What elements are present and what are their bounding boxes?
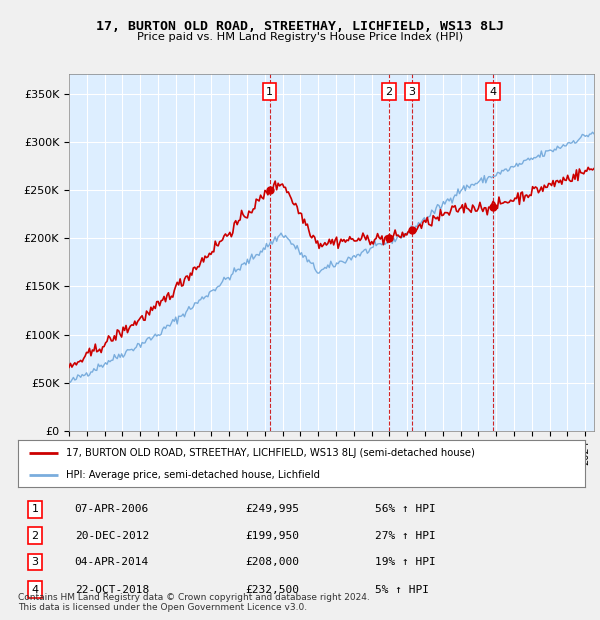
- Text: 56% ↑ HPI: 56% ↑ HPI: [375, 504, 436, 515]
- Text: Contains HM Land Registry data © Crown copyright and database right 2024.
This d: Contains HM Land Registry data © Crown c…: [18, 593, 370, 612]
- Text: £208,000: £208,000: [245, 557, 299, 567]
- Text: 22-OCT-2018: 22-OCT-2018: [75, 585, 149, 595]
- Text: £232,500: £232,500: [245, 585, 299, 595]
- Text: £249,995: £249,995: [245, 504, 299, 515]
- Text: 1: 1: [266, 87, 273, 97]
- Text: 1: 1: [32, 504, 38, 515]
- Text: Price paid vs. HM Land Registry's House Price Index (HPI): Price paid vs. HM Land Registry's House …: [137, 32, 463, 42]
- Text: 27% ↑ HPI: 27% ↑ HPI: [375, 531, 436, 541]
- Text: 5% ↑ HPI: 5% ↑ HPI: [375, 585, 429, 595]
- Text: 17, BURTON OLD ROAD, STREETHAY, LICHFIELD, WS13 8LJ (semi-detached house): 17, BURTON OLD ROAD, STREETHAY, LICHFIEL…: [66, 448, 475, 458]
- Text: 04-APR-2014: 04-APR-2014: [75, 557, 149, 567]
- Text: 07-APR-2006: 07-APR-2006: [75, 504, 149, 515]
- Text: 3: 3: [409, 87, 415, 97]
- Text: 4: 4: [489, 87, 496, 97]
- Text: 2: 2: [385, 87, 392, 97]
- Text: 2: 2: [31, 531, 38, 541]
- Text: 20-DEC-2012: 20-DEC-2012: [75, 531, 149, 541]
- Text: 3: 3: [32, 557, 38, 567]
- Text: 17, BURTON OLD ROAD, STREETHAY, LICHFIELD, WS13 8LJ: 17, BURTON OLD ROAD, STREETHAY, LICHFIEL…: [96, 20, 504, 33]
- Text: 4: 4: [31, 585, 38, 595]
- Text: £199,950: £199,950: [245, 531, 299, 541]
- Text: 19% ↑ HPI: 19% ↑ HPI: [375, 557, 436, 567]
- Text: HPI: Average price, semi-detached house, Lichfield: HPI: Average price, semi-detached house,…: [66, 469, 320, 480]
